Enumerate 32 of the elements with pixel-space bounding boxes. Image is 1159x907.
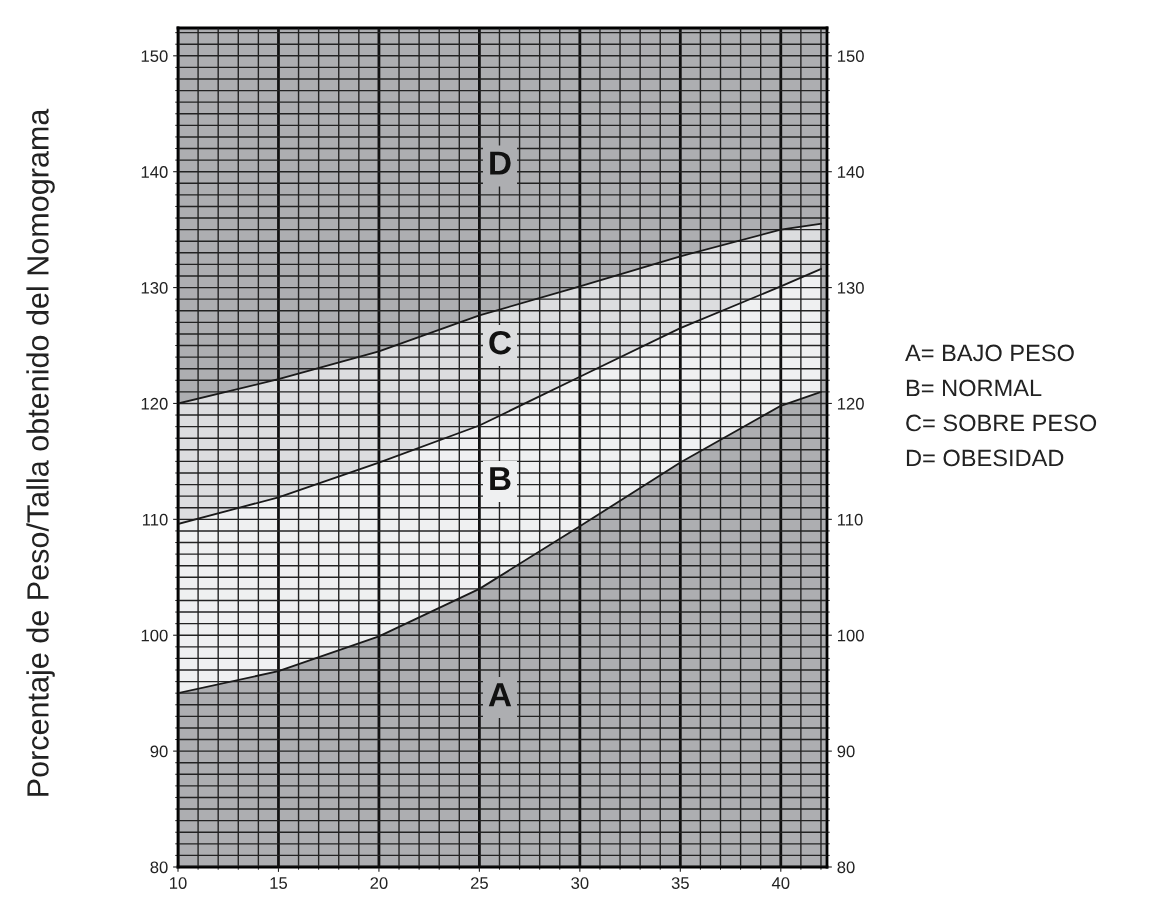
x-tick-label: 30	[571, 877, 589, 889]
y-tick-label: 150	[141, 50, 168, 63]
y-axis-title: Porcentaje de Peso/Talla obtenido del Nomograma	[26, 108, 55, 796]
y2-tick-label: 100	[837, 629, 864, 642]
y2-tick-label: 140	[837, 166, 864, 178]
annotation: A	[488, 683, 512, 707]
text: B= NORMAL	[906, 379, 1042, 397]
x-tick-label: 35	[671, 877, 689, 889]
x-tick-label: 15	[270, 877, 288, 889]
y-tick-label: 120	[141, 397, 168, 410]
y2-tick-label: 90	[837, 745, 855, 758]
y-tick-label: 130	[141, 281, 168, 294]
y2-tick-label: 130	[837, 281, 864, 294]
annotation: D	[490, 151, 511, 175]
y2-tick-label: 80	[837, 861, 855, 874]
y-tick-label: 110	[142, 513, 168, 526]
text: A= BAJO PESO	[905, 344, 1074, 362]
x-tick-label: 20	[370, 877, 388, 889]
y2-tick-label: 120	[837, 397, 864, 410]
y2-tick-label: 110	[837, 513, 863, 526]
x-tick-label: 10	[170, 877, 187, 889]
y2-tick-label: 150	[837, 50, 864, 63]
x-tick-label: 40	[771, 877, 790, 889]
y-tick-label: 140	[141, 166, 168, 178]
text: D= OBESIDAD	[906, 449, 1064, 467]
y-tick-label: 80	[150, 861, 168, 874]
y-tick-label: 100	[141, 629, 168, 642]
annotation: C	[489, 330, 512, 355]
y-tick-label: 90	[150, 745, 168, 758]
x-tick-label: 25	[470, 877, 488, 889]
text: C= SOBRE PESO	[906, 414, 1097, 432]
annotation: B	[490, 467, 511, 491]
